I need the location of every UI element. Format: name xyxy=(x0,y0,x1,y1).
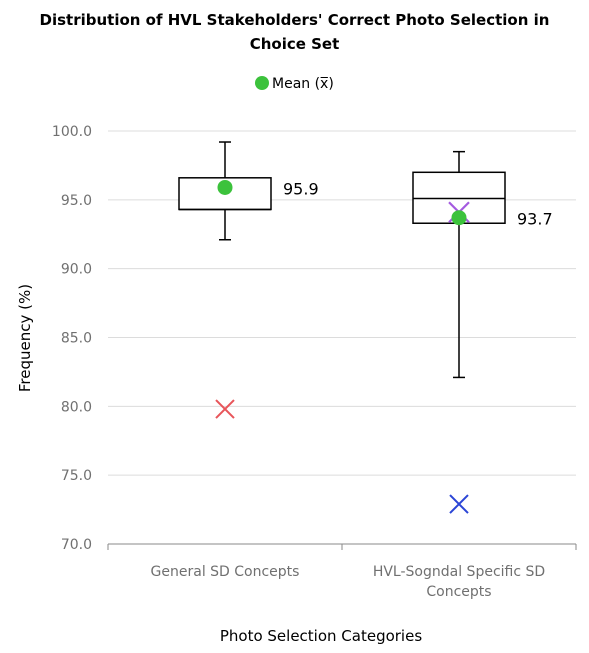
x-category-label: Concepts xyxy=(426,584,491,600)
y-tick-label: 80.0 xyxy=(61,399,92,415)
grid-lines xyxy=(108,130,576,476)
mean-value-label: 93.7 xyxy=(517,210,553,229)
outlier-x-mark xyxy=(215,399,235,419)
x-axis xyxy=(107,543,577,550)
y-tick-label: 85.0 xyxy=(61,331,92,347)
mean-marker xyxy=(217,179,233,195)
y-tick-label: 100.0 xyxy=(52,124,92,140)
category-labels: General SD Concepts HVL-Sogndal Specific … xyxy=(151,564,546,600)
x-axis-title: Photo Selection Categories xyxy=(220,627,422,645)
y-axis-ticks: 70.0 75.0 80.0 85.0 90.0 95.0 100.0 xyxy=(52,124,92,553)
legend-mean-label: Mean (x̅) xyxy=(272,76,334,92)
x-category-label: HVL-Sogndal Specific SD xyxy=(373,564,545,580)
chart-title: Distribution of HVL Stakeholders' Correc… xyxy=(0,8,589,56)
boxes: 95.9 93.7 xyxy=(178,141,553,514)
y-tick-label: 95.0 xyxy=(61,193,92,209)
y-axis-title: Frequency (%) xyxy=(16,284,34,392)
y-tick-label: 70.0 xyxy=(61,537,92,553)
box-series: 95.9 xyxy=(178,141,319,419)
mean-marker xyxy=(451,210,467,226)
mean-value-label: 95.9 xyxy=(283,179,319,198)
chart-title-line-2: Choice Set xyxy=(249,35,340,53)
box-series: 93.7 xyxy=(412,150,553,514)
legend: Mean (x̅) xyxy=(255,76,334,92)
x-category-label: General SD Concepts xyxy=(151,564,300,580)
chart-title-line-1: Distribution of HVL Stakeholders' Correc… xyxy=(39,11,550,29)
y-tick-label: 75.0 xyxy=(61,468,92,484)
legend-mean-marker xyxy=(255,76,269,90)
y-tick-label: 90.0 xyxy=(61,262,92,278)
outlier-x-mark xyxy=(449,494,469,514)
